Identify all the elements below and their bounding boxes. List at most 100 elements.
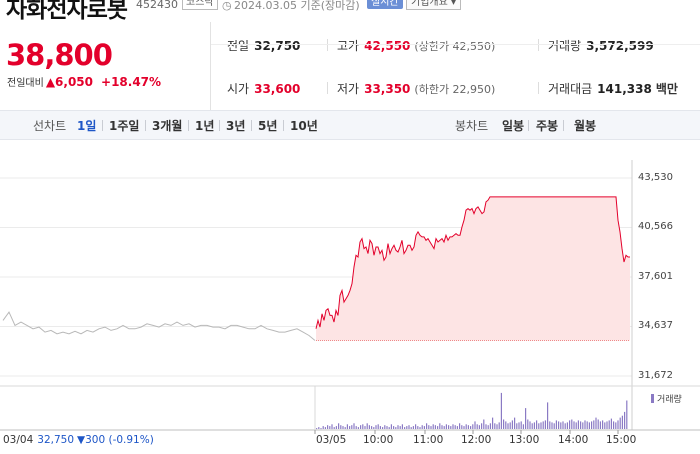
volume-bar: [430, 426, 432, 429]
volume-bar: [338, 423, 340, 429]
volume-bar: [452, 424, 454, 430]
volume-bar: [467, 425, 469, 429]
stat-low: 저가 33,350 (하한가 22,950): [337, 80, 495, 97]
volume-bar: [626, 400, 628, 429]
volume-bar: [456, 426, 458, 429]
volume-bar: [423, 426, 425, 429]
volume-bar: [527, 419, 529, 429]
volume-bar: [560, 422, 562, 429]
quote-date: 2024.03.05 기준(장마감): [234, 0, 360, 12]
volume-bar: [465, 424, 467, 430]
volume-bar: [487, 425, 489, 429]
volume-bar: [544, 420, 546, 429]
volume-bar: [586, 421, 588, 429]
stat-prev-close: 전일 32,750: [227, 37, 300, 54]
volume-bar: [533, 422, 535, 429]
tab-line-chart[interactable]: 선차트: [33, 119, 67, 133]
divider: [188, 120, 189, 131]
volume-bar: [366, 423, 368, 429]
prev-day-change: ▼300 (-0.91%): [77, 434, 154, 446]
volume-bar: [404, 427, 406, 429]
volume-bar: [408, 425, 410, 429]
volume-bar: [573, 421, 575, 429]
volume-bar: [349, 426, 351, 429]
volume-bar: [505, 421, 507, 429]
stats-panel: 전일 32,750 고가 42,550 (상한가 42,550) 거래량 3,572,5…: [211, 22, 700, 110]
volume-bar: [419, 427, 421, 429]
price-chart: 43,530 40,566 37,601 34,637 31,672 거래량 0…: [0, 140, 700, 450]
volume-bar: [608, 420, 610, 429]
current-price: 38,800: [6, 38, 113, 72]
volume-bar: [362, 424, 364, 430]
stat-value: 33,600: [254, 82, 301, 96]
stat-volume: 거래량 3,572,599: [548, 37, 654, 54]
company-info-label: 기업개요: [411, 0, 448, 8]
volume-bar: [390, 424, 392, 430]
volume-bar: [507, 423, 509, 429]
stat-label: 고가: [337, 39, 360, 53]
volume-bar: [342, 426, 344, 429]
volume-bar: [575, 422, 577, 429]
stat-sub: (상한가 42,550): [414, 40, 496, 53]
volume-bar: [591, 421, 593, 429]
tab-period-3y[interactable]: 3년: [226, 119, 246, 133]
volume-bar: [368, 425, 370, 429]
prev-day-line: [2, 311, 316, 341]
volume-bar: [597, 419, 599, 429]
x-tick-label: 15:00: [606, 434, 637, 446]
divider: [283, 120, 284, 131]
up-triangle-icon: ▲: [45, 75, 56, 89]
tab-period-10y[interactable]: 10년: [290, 119, 318, 133]
stock-name: 자화전자로봇: [6, 0, 128, 23]
volume-bar: [555, 420, 557, 429]
divider: [327, 82, 328, 94]
volume-bar: [582, 422, 584, 429]
company-info-dropdown[interactable]: 기업개요 ▾: [406, 0, 462, 10]
volume-bar: [584, 420, 586, 429]
volume-bar: [599, 421, 601, 429]
volume-bar: [520, 421, 522, 429]
volume-bar: [472, 424, 474, 430]
tab-candle-weekly[interactable]: 주봉: [536, 119, 559, 133]
today-area: [316, 196, 630, 341]
volume-bar: [615, 422, 617, 429]
volume-bar: [340, 425, 342, 429]
volume-bar: [619, 417, 621, 429]
prev-day-info: 03/04 32,750 ▼300 (-0.91%): [3, 434, 154, 446]
volume-bar: [492, 417, 494, 429]
volume-bar: [316, 428, 318, 430]
tab-candle-daily[interactable]: 일봉: [502, 119, 525, 133]
tab-period-1w[interactable]: 1주일: [109, 119, 140, 133]
divider: [327, 39, 328, 51]
x-tick-label: 10:00: [363, 434, 394, 446]
volume-bar: [564, 423, 566, 429]
tab-period-1y[interactable]: 1년: [195, 119, 215, 133]
y-tick-label: 31,672: [638, 370, 673, 381]
divider: [145, 120, 146, 131]
volume-bar: [558, 421, 560, 429]
volume-bar: [549, 421, 551, 429]
volume-bar: [525, 408, 527, 429]
today-line: [315, 196, 630, 329]
tab-period-1d[interactable]: 1일: [77, 119, 97, 133]
stat-value: 42,550: [364, 39, 411, 53]
tab-period-3m[interactable]: 3개월: [152, 119, 183, 133]
tab-candle-monthly[interactable]: 월봉: [574, 119, 597, 133]
volume-bar: [439, 423, 441, 429]
x-tick-label: 11:00: [413, 434, 444, 446]
volume-bar: [485, 424, 487, 430]
x-tick-label: 12:00: [461, 434, 492, 446]
volume-bar: [540, 422, 542, 429]
volume-bar: [401, 424, 403, 430]
volume-bar: [547, 402, 549, 429]
stat-label: 시가: [227, 82, 250, 96]
volume-bar: [500, 392, 502, 429]
tab-period-5y[interactable]: 5년: [258, 119, 278, 133]
volume-bar: [522, 424, 524, 430]
volume-bar: [553, 423, 555, 429]
tab-candle-chart[interactable]: 봉차트: [455, 119, 489, 133]
volume-bar: [450, 426, 452, 429]
realtime-button[interactable]: 실시간: [367, 0, 403, 9]
volume-bar: [478, 425, 480, 429]
stat-open: 시가 33,600: [227, 80, 300, 97]
